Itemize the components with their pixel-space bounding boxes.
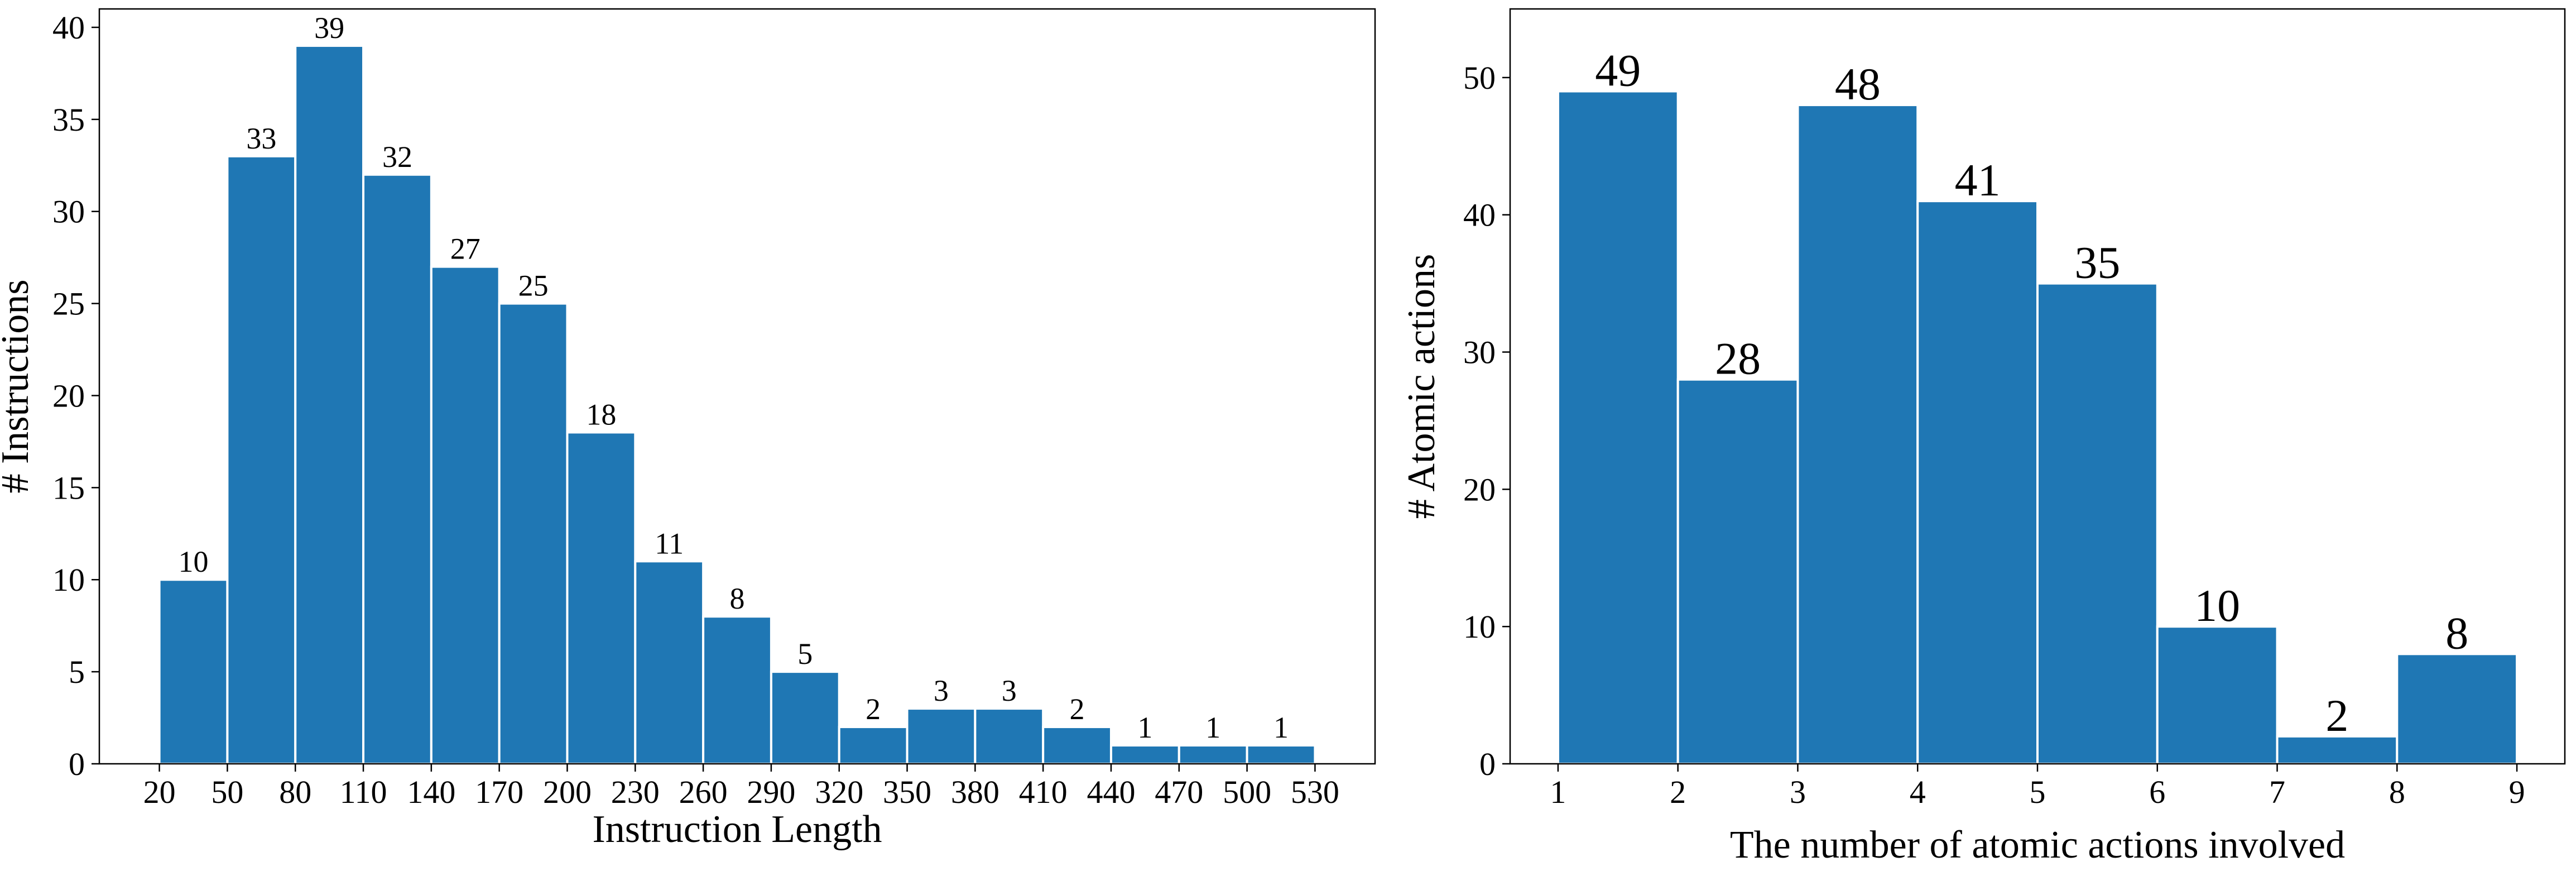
bar-value-label: 25 bbox=[518, 269, 549, 303]
x-tick-label: 500 bbox=[1223, 774, 1271, 810]
histogram-bar bbox=[1109, 744, 1180, 765]
y-tick-label: 40 bbox=[52, 9, 85, 46]
y-tick-label: 10 bbox=[1463, 609, 1496, 645]
histogram-bar bbox=[2036, 282, 2159, 765]
x-tick-label: 3 bbox=[1790, 774, 1806, 810]
x-tick-label: 80 bbox=[279, 774, 311, 810]
bar-value-label: 39 bbox=[314, 11, 344, 45]
bar-value-label: 33 bbox=[246, 122, 276, 155]
bar-value-label: 10 bbox=[2194, 580, 2240, 631]
x-tick-label: 200 bbox=[543, 774, 592, 810]
x-tick-label: 260 bbox=[679, 774, 728, 810]
bar-value-label: 2 bbox=[866, 692, 881, 726]
y-tick-label: 35 bbox=[52, 102, 85, 138]
bar-value-label: 1 bbox=[1205, 711, 1220, 744]
x-tick-label: 2 bbox=[1670, 774, 1686, 810]
plot-frame bbox=[98, 8, 1376, 765]
bar-value-label: 18 bbox=[586, 398, 616, 431]
bar-value-label: 8 bbox=[2445, 607, 2468, 658]
y-tick-label: 0 bbox=[69, 746, 85, 782]
x-axis-title: The number of atomic actions involved bbox=[1730, 824, 2345, 867]
bar-value-label: 3 bbox=[934, 674, 949, 707]
histogram-bar bbox=[158, 578, 229, 765]
bar-value-label: 1 bbox=[1273, 711, 1289, 744]
x-axis-title: Instruction Length bbox=[592, 808, 882, 851]
x-tick-label: 440 bbox=[1087, 774, 1135, 810]
x-tick-label: 20 bbox=[143, 774, 176, 810]
bar-value-label: 41 bbox=[1955, 155, 2001, 205]
histogram-bar bbox=[974, 707, 1045, 765]
bar-value-label: 10 bbox=[179, 545, 209, 578]
x-tick-label: 4 bbox=[1910, 774, 1926, 810]
bar-value-label: 5 bbox=[797, 637, 813, 671]
histogram-bar bbox=[430, 265, 501, 765]
y-tick-label: 15 bbox=[52, 470, 85, 506]
x-tick-label: 350 bbox=[883, 774, 931, 810]
histogram-bar bbox=[226, 155, 297, 765]
bar-value-label: 3 bbox=[1002, 674, 1017, 707]
y-axis-title: # Instructions bbox=[0, 279, 37, 493]
y-tick-label: 25 bbox=[52, 286, 85, 322]
x-tick-label: 410 bbox=[1019, 774, 1068, 810]
y-tick-label: 5 bbox=[69, 654, 85, 690]
x-tick-label: 170 bbox=[475, 774, 523, 810]
histogram-bar bbox=[2156, 625, 2279, 765]
histogram-bar bbox=[1796, 104, 1919, 765]
histogram-bar bbox=[1556, 90, 1679, 765]
y-tick-label: 20 bbox=[52, 377, 85, 414]
histogram-bar bbox=[770, 671, 840, 765]
y-tick-label: 30 bbox=[1463, 334, 1496, 371]
x-tick-label: 530 bbox=[1291, 774, 1339, 810]
bar-value-label: 48 bbox=[1835, 59, 1881, 109]
x-tick-label: 7 bbox=[2269, 774, 2285, 810]
y-axis-title: # Atomic actions bbox=[1400, 254, 1443, 519]
bar-value-label: 35 bbox=[2074, 237, 2120, 288]
bar-value-label: 11 bbox=[655, 527, 684, 560]
x-tick-label: 230 bbox=[611, 774, 660, 810]
x-tick-label: 1 bbox=[1550, 774, 1566, 810]
x-tick-label: 6 bbox=[2149, 774, 2165, 810]
x-tick-label: 380 bbox=[951, 774, 999, 810]
bar-value-label: 32 bbox=[382, 140, 412, 174]
x-tick-label: 320 bbox=[815, 774, 863, 810]
bar-value-label: 8 bbox=[730, 582, 745, 615]
histogram-bar bbox=[1042, 726, 1112, 765]
y-tick-label: 30 bbox=[52, 194, 85, 230]
histogram-bar bbox=[498, 302, 569, 765]
x-tick-label: 290 bbox=[747, 774, 795, 810]
bar-value-label: 2 bbox=[2325, 690, 2348, 741]
x-tick-label: 470 bbox=[1155, 774, 1203, 810]
histogram-bar bbox=[1676, 378, 1799, 765]
x-tick-label: 9 bbox=[2509, 774, 2525, 810]
y-tick-label: 40 bbox=[1463, 197, 1496, 233]
histogram-bar bbox=[634, 560, 705, 765]
histogram-bar bbox=[2396, 653, 2519, 765]
histogram-bar bbox=[362, 173, 432, 765]
bar-value-label: 2 bbox=[1070, 692, 1085, 726]
histogram-bar bbox=[294, 44, 365, 765]
histogram-bar bbox=[1246, 744, 1316, 765]
y-tick-label: 50 bbox=[1463, 60, 1496, 96]
bar-value-label: 49 bbox=[1595, 45, 1641, 95]
histogram-bar bbox=[838, 726, 909, 765]
bar-value-label: 27 bbox=[450, 232, 480, 266]
histogram-bar bbox=[906, 707, 977, 765]
y-tick-label: 0 bbox=[1479, 746, 1496, 782]
histogram-bar bbox=[566, 431, 637, 765]
histogram-bar bbox=[1916, 200, 2039, 765]
y-tick-label: 10 bbox=[52, 562, 85, 598]
x-tick-label: 8 bbox=[2389, 774, 2405, 810]
histogram-bar bbox=[702, 615, 772, 765]
x-tick-label: 110 bbox=[340, 774, 387, 810]
x-tick-label: 5 bbox=[2030, 774, 2046, 810]
bar-value-label: 28 bbox=[1715, 333, 1761, 384]
histogram-bar bbox=[1178, 744, 1248, 765]
y-tick-label: 20 bbox=[1463, 471, 1496, 508]
x-tick-label: 50 bbox=[211, 774, 243, 810]
bar-value-label: 1 bbox=[1137, 711, 1152, 744]
x-tick-label: 140 bbox=[407, 774, 455, 810]
